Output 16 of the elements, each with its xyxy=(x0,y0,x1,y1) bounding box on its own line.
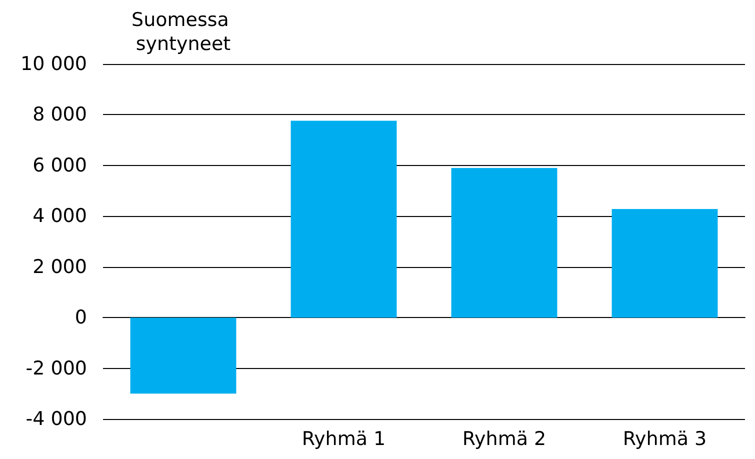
bar xyxy=(451,168,558,318)
bar xyxy=(290,120,397,318)
y-tick-label: -2 000 xyxy=(26,357,87,380)
x-tick-label: Ryhmä 3 xyxy=(622,428,707,450)
bar xyxy=(612,209,718,318)
bar xyxy=(130,318,236,394)
x-tick-label: Ryhmä 1 xyxy=(302,428,386,450)
y-tick-label: -4 000 xyxy=(26,408,87,430)
y-tick-label: 2 000 xyxy=(32,256,87,278)
x-tick-label: Suomessa syntyneet xyxy=(132,9,235,55)
y-tick-label: 0 xyxy=(74,306,87,329)
y-tick-label: 4 000 xyxy=(32,205,87,228)
y-tick-label: 6 000 xyxy=(32,154,87,176)
y-tick-label: 8 000 xyxy=(32,104,87,126)
x-tick-label: Ryhmä 2 xyxy=(462,428,546,450)
y-tick-label: 10 000 xyxy=(20,53,87,75)
